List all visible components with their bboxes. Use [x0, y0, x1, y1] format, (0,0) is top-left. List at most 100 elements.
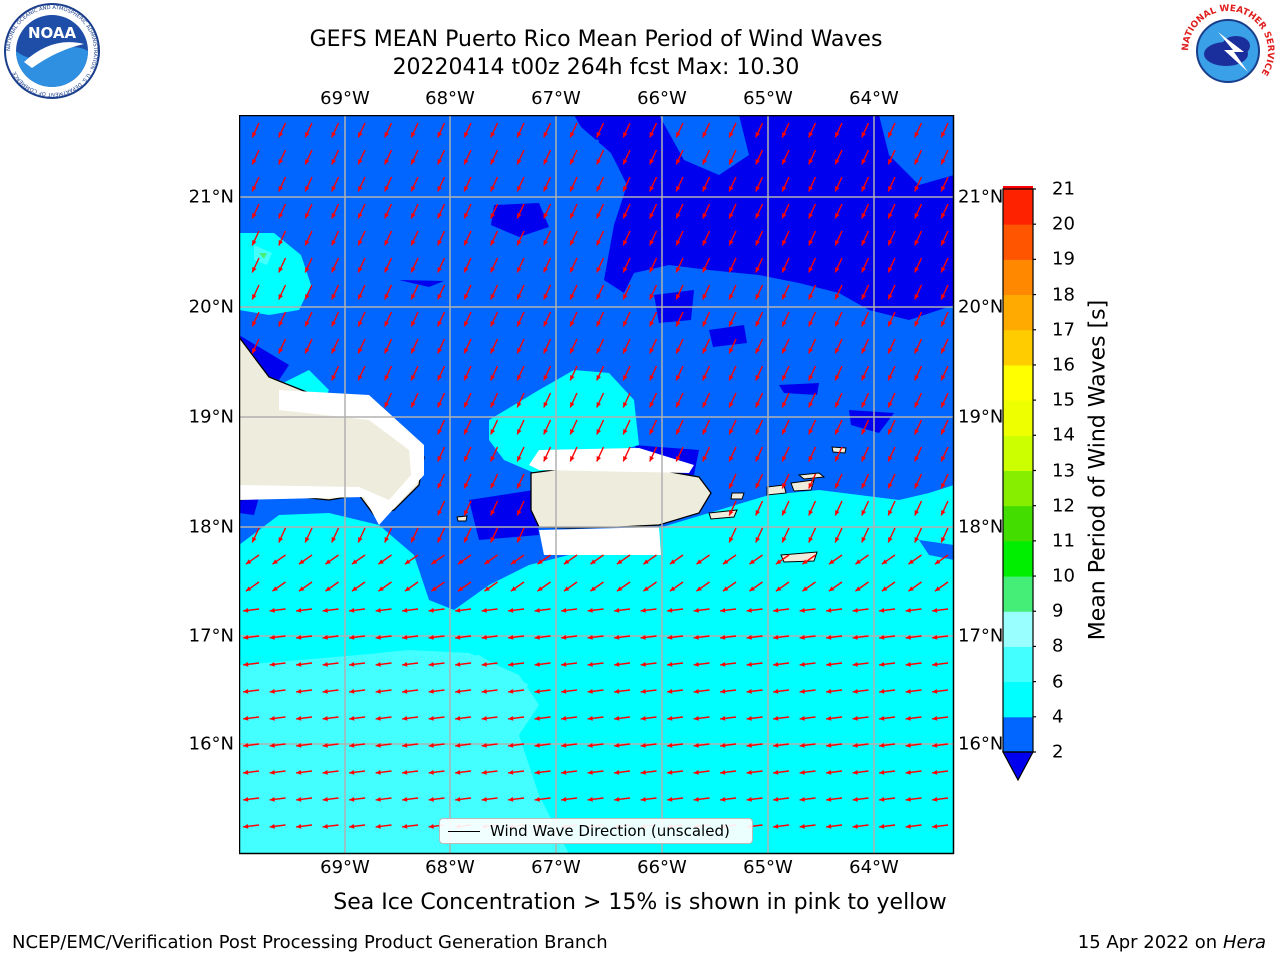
- wave-direction-arrowhead: [305, 266, 310, 273]
- wave-direction-arrowhead: [455, 796, 461, 802]
- wave-direction-arrowhead: [428, 661, 434, 667]
- wave-direction-arrowhead: [852, 796, 858, 802]
- wave-direction-arrowhead: [826, 661, 832, 667]
- wave-direction-arrowhead: [278, 293, 284, 300]
- wave-direction-arrowhead: [543, 293, 549, 300]
- wave-direction-arrowhead: [693, 796, 699, 802]
- wave-direction-arrowhead: [402, 661, 408, 667]
- wave-direction-arrowhead: [464, 536, 469, 543]
- wave-direction-arrowhead: [676, 185, 681, 192]
- wave-direction-arrowhead: [534, 769, 540, 775]
- colorbar-tick-label: 11: [1052, 530, 1075, 552]
- colorbar-band: [1003, 681, 1033, 718]
- wave-direction-arrowhead: [322, 796, 328, 802]
- wave-direction-arrowhead: [729, 374, 734, 381]
- wave-direction-arrowhead: [517, 482, 522, 489]
- wave-direction-arrowhead: [269, 661, 275, 667]
- wave-direction-arrowhead: [835, 401, 840, 408]
- legend-line-icon: [448, 831, 480, 832]
- wave-direction-arrowhead: [349, 634, 355, 640]
- wave-direction-arrowhead: [773, 742, 779, 748]
- colorbar-band: [1003, 716, 1033, 753]
- wave-direction-arrowhead: [640, 769, 646, 775]
- wave-direction-arrowhead: [773, 769, 779, 775]
- wave-direction-arrowhead: [623, 428, 628, 435]
- wave-direction-arrowhead: [852, 607, 858, 613]
- wave-direction-arrowhead: [667, 607, 673, 613]
- wave-direction-arrowhead: [349, 661, 355, 667]
- wave-direction-arrowhead: [826, 796, 832, 802]
- wave-direction-arrowhead: [596, 347, 602, 354]
- wave-direction-arrowhead: [932, 742, 938, 748]
- wave-direction-arrowhead: [384, 374, 390, 381]
- wave-direction-arrowhead: [331, 374, 337, 381]
- wave-direction-arrowhead: [243, 742, 249, 748]
- wave-direction-arrowhead: [782, 536, 787, 543]
- wave-direction-arrowhead: [437, 347, 443, 354]
- colorbar-band: [1003, 259, 1033, 296]
- wave-direction-arrowhead: [278, 185, 284, 192]
- wave-direction-arrowhead: [826, 769, 832, 775]
- wave-direction-arrowhead: [305, 536, 310, 543]
- wave-direction-arrowhead: [437, 536, 443, 543]
- wave-direction-arrowhead: [720, 769, 726, 775]
- wave-direction-arrowhead: [693, 715, 699, 721]
- wave-direction-arrowhead: [437, 239, 443, 246]
- wave-direction-arrowhead: [563, 586, 570, 592]
- wave-direction-arrowhead: [428, 715, 434, 721]
- wave-direction-arrowhead: [729, 455, 734, 462]
- wave-direction-arrowhead: [378, 586, 384, 592]
- wave-direction-arrowhead: [693, 634, 699, 640]
- wave-direction-arrowhead: [799, 661, 805, 667]
- wave-direction-arrowhead: [411, 536, 416, 543]
- wave-direction-arrowhead: [596, 185, 602, 192]
- wave-direction-arrowhead: [384, 185, 390, 192]
- wave-direction-arrowhead: [649, 293, 655, 300]
- wave-direction-arrowhead: [914, 185, 920, 192]
- wave-direction-arrowhead: [481, 607, 487, 613]
- wave-direction-arrowhead: [808, 509, 814, 516]
- wave-direction-arrowhead: [808, 455, 814, 462]
- wave-direction-arrowhead: [696, 559, 702, 565]
- wave-direction-arrowhead: [349, 823, 355, 829]
- wave-direction-arrowhead: [269, 634, 275, 640]
- wave-direction-arrowhead: [325, 586, 331, 592]
- wave-direction-arrowhead: [914, 374, 920, 381]
- wave-direction-arrowhead: [905, 742, 911, 748]
- wave-direction-arrowhead: [914, 401, 920, 408]
- wave-direction-arrowhead: [517, 293, 522, 300]
- wave-direction-arrowhead: [755, 293, 761, 300]
- wave-direction-arrowhead: [773, 661, 779, 667]
- wave-direction-arrowhead: [322, 607, 328, 613]
- wave-direction-arrowhead: [411, 401, 416, 408]
- wave-direction-arrowhead: [464, 239, 469, 246]
- wave-direction-arrowhead: [517, 401, 522, 408]
- wave-direction-arrowhead: [799, 742, 805, 748]
- wave-direction-arrowhead: [402, 688, 408, 694]
- colorbar-tick-label: 6: [1052, 671, 1064, 693]
- wave-direction-arrowhead: [861, 320, 867, 327]
- wave-direction-arrowhead: [305, 320, 310, 327]
- wave-direction-arrowhead: [888, 374, 893, 381]
- wave-direction-arrowhead: [702, 374, 708, 381]
- wave-direction-arrowhead: [411, 158, 416, 165]
- wave-direction-arrowhead: [941, 158, 946, 165]
- wave-direction-arrowhead: [243, 796, 249, 802]
- wave-direction-arrowhead: [773, 634, 779, 640]
- wave-direction-arrowhead: [534, 715, 540, 721]
- wave-direction-arrowhead: [905, 715, 911, 721]
- wave-direction-arrowhead: [782, 401, 787, 408]
- wave-direction-arrowhead: [411, 266, 416, 273]
- wave-direction-arrowhead: [826, 688, 832, 694]
- wave-direction-arrowhead: [243, 661, 249, 667]
- wave-direction-arrowhead: [649, 374, 655, 381]
- wave-direction-arrowhead: [808, 266, 814, 273]
- wave-direction-arrowhead: [888, 266, 893, 273]
- wave-direction-arrowhead: [455, 769, 461, 775]
- wave-direction-arrowhead: [437, 320, 443, 327]
- wave-direction-arrowhead: [755, 266, 761, 273]
- wave-direction-arrowhead: [543, 320, 549, 327]
- wave-direction-arrowhead: [378, 559, 384, 565]
- colorbar-band: [1003, 294, 1033, 331]
- wave-direction-arrowhead: [676, 158, 681, 165]
